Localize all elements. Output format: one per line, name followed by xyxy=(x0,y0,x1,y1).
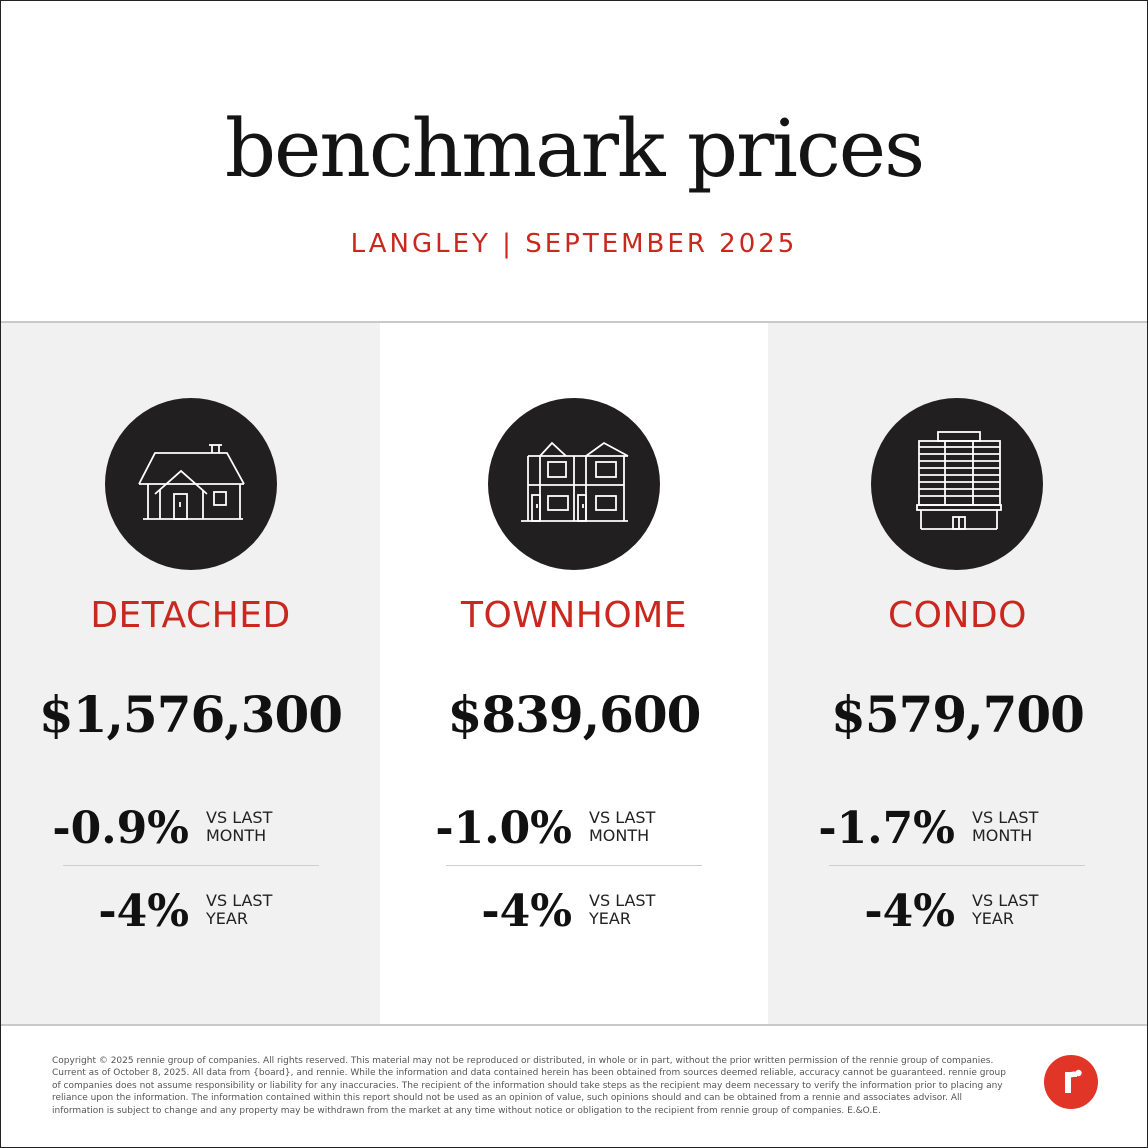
column-condo: CONDO $579,700 -1.7% VS LAST MONTH -4% V… xyxy=(768,323,1147,1024)
month-label-line-1: VS LAST xyxy=(589,808,656,827)
year-change-value: -4% xyxy=(864,886,955,937)
month-change-label: VS LAST MONTH xyxy=(589,809,689,845)
month-change-value: -0.9% xyxy=(52,803,189,854)
month-change-value: -1.7% xyxy=(818,803,955,854)
copyright-disclaimer: Copyright © 2025 rennie group of compani… xyxy=(52,1056,1006,1116)
year-change-label: VS LAST YEAR xyxy=(972,892,1072,928)
month-label-line-1: VS LAST xyxy=(206,808,273,827)
year-change-stat: -4% VS LAST YEAR xyxy=(829,882,1085,942)
year-label-line-2: YEAR xyxy=(589,909,631,928)
page-title: benchmark prices xyxy=(224,102,925,195)
month-change-stat: -1.7% VS LAST MONTH xyxy=(818,799,1085,859)
year-label-line-1: VS LAST xyxy=(589,891,656,910)
property-type-label: CONDO xyxy=(888,595,1027,636)
month-change-stat: -1.0% VS LAST MONTH xyxy=(435,799,702,859)
column-detached: DETACHED $1,576,300 -0.9% VS LAST MONTH … xyxy=(1,323,380,1024)
column-townhome: TOWNHOME $839,600 -1.0% VS LAST MONTH -4… xyxy=(380,323,768,1024)
benchmark-price: $1,576,300 xyxy=(38,685,343,744)
year-label-line-1: VS LAST xyxy=(206,891,273,910)
stat-divider xyxy=(63,865,319,866)
benchmark-price: $579,700 xyxy=(831,685,1085,744)
property-type-label: TOWNHOME xyxy=(460,595,688,636)
stat-divider xyxy=(446,865,702,866)
year-change-stat: -4% VS LAST YEAR xyxy=(63,882,319,942)
month-label-line-2: MONTH xyxy=(972,826,1033,845)
detached-house-icon xyxy=(105,398,277,570)
footer-divider xyxy=(1,1024,1147,1026)
month-change-label: VS LAST MONTH xyxy=(972,809,1072,845)
month-label-line-2: MONTH xyxy=(206,826,267,845)
location-date-subtitle: LANGLEY | SEPTEMBER 2025 xyxy=(350,229,798,259)
property-columns: DETACHED $1,576,300 -0.9% VS LAST MONTH … xyxy=(1,323,1147,1024)
month-label-line-1: VS LAST xyxy=(972,808,1039,827)
benchmark-price: $839,600 xyxy=(447,685,702,744)
year-change-label: VS LAST YEAR xyxy=(206,892,306,928)
year-change-label: VS LAST YEAR xyxy=(589,892,689,928)
year-label-line-2: YEAR xyxy=(206,909,248,928)
stat-divider xyxy=(829,865,1085,866)
year-change-value: -4% xyxy=(98,886,189,937)
header-divider xyxy=(1,321,1147,323)
month-change-value: -1.0% xyxy=(435,803,572,854)
header: benchmark prices LANGLEY | SEPTEMBER 202… xyxy=(1,1,1147,321)
month-label-line-2: MONTH xyxy=(589,826,650,845)
year-change-value: -4% xyxy=(481,886,572,937)
rennie-logo-icon xyxy=(1044,1055,1098,1109)
property-type-label: DETACHED xyxy=(90,595,291,636)
year-label-line-1: VS LAST xyxy=(972,891,1039,910)
month-change-label: VS LAST MONTH xyxy=(206,809,306,845)
month-change-stat: -0.9% VS LAST MONTH xyxy=(52,799,319,859)
year-change-stat: -4% VS LAST YEAR xyxy=(446,882,702,942)
townhome-icon xyxy=(488,398,660,570)
condo-building-icon xyxy=(871,398,1043,570)
year-label-line-2: YEAR xyxy=(972,909,1014,928)
